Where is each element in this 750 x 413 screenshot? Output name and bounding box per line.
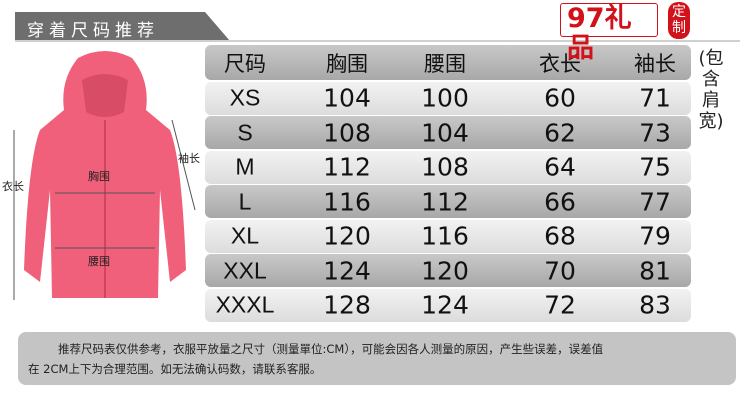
- measure-cell: 116: [421, 221, 469, 251]
- measure-cell: 64: [544, 152, 576, 182]
- measure-cell: 70: [544, 256, 576, 285]
- measure-cell: 112: [421, 187, 469, 216]
- waist-label: 腰围: [88, 255, 110, 268]
- table-row: XL 120 116 68 79: [205, 219, 691, 253]
- measure-cell: 60: [544, 83, 576, 113]
- size-cell: XL: [230, 222, 260, 249]
- table-row: M 112 108 64 75: [205, 150, 691, 184]
- size-cell: L: [238, 188, 252, 214]
- header-cell: 胸围: [326, 51, 368, 76]
- measure-cell: 62: [544, 118, 576, 147]
- size-cell: XS: [229, 84, 261, 111]
- table-row: XXL 124 120 70 81: [205, 254, 691, 287]
- measure-cell: 66: [544, 187, 576, 216]
- watermark-seal: 定制: [668, 2, 690, 39]
- table-row: S 108 104 62 73: [205, 116, 691, 149]
- measure-cell: 124: [323, 256, 371, 285]
- measure-cell: 81: [639, 256, 671, 285]
- measure-cell: 108: [421, 152, 469, 182]
- measure-cell: 120: [323, 221, 371, 251]
- section-title: 穿着尺码推荐: [15, 12, 230, 41]
- length-label: 衣长: [2, 179, 24, 193]
- measure-cell: 72: [544, 290, 576, 320]
- measure-cell: 71: [639, 83, 671, 113]
- header-cell: 衣长: [539, 51, 581, 76]
- measure-cell: 77: [639, 187, 671, 216]
- size-cell: M: [235, 153, 255, 180]
- measure-cell: 104: [421, 118, 469, 147]
- measure-cell: 108: [323, 118, 371, 147]
- table-row: XS 104 100 60 71: [205, 81, 691, 115]
- size-table: 尺码 胸围 腰围 衣长 袖长 XS 104 100 60 71 S 108 104 62 73 M 1…: [205, 45, 691, 323]
- header-cell: 尺码: [224, 51, 266, 76]
- measure-cell: 73: [639, 118, 671, 147]
- table-row: L 116 112 66 77: [205, 185, 691, 218]
- sleeve-label: 袖长: [178, 151, 200, 165]
- measure-cell: 116: [323, 187, 371, 216]
- size-cell: XXL: [223, 257, 267, 283]
- table-header: 尺码 胸围 腰围 衣长 袖长: [205, 45, 691, 80]
- size-cell: S: [237, 119, 253, 145]
- measure-cell: 120: [421, 256, 469, 285]
- measure-cell: 124: [421, 290, 469, 320]
- table-row: XXXL 128 124 72 83: [205, 288, 691, 322]
- size-note: 推荐尺码表仅供参考，衣服平放量之尺寸（测量單位:CM），可能会因各人测量的原因，…: [18, 332, 736, 385]
- divider: [15, 40, 740, 42]
- measure-cell: 104: [323, 83, 371, 113]
- measure-cell: 68: [544, 221, 576, 251]
- watermark-logo: 97礼品: [560, 3, 658, 64]
- measure-cell: 128: [323, 290, 371, 320]
- measure-cell: 112: [323, 152, 371, 182]
- chest-label: 胸围: [88, 169, 110, 183]
- measure-cell: 83: [639, 290, 671, 320]
- measure-cell: 100: [421, 83, 469, 113]
- measure-cell: 79: [639, 221, 671, 251]
- header-cell: 袖长: [634, 51, 676, 76]
- note-line-2: 在 2CM上下为合理范围。如无法确认码数，请联系客服。: [28, 362, 322, 376]
- measure-cell: 75: [639, 152, 671, 182]
- note-line-1: 推荐尺码表仅供参考，衣服平放量之尺寸（测量單位:CM），可能会因各人测量的原因，…: [58, 342, 604, 356]
- header-cell: 腰围: [424, 51, 466, 76]
- jacket-diagram: 衣长 胸围 腰围 袖长: [2, 51, 200, 300]
- sleeve-note: (包含肩宽): [698, 48, 724, 132]
- size-cell: XXXL: [215, 291, 275, 318]
